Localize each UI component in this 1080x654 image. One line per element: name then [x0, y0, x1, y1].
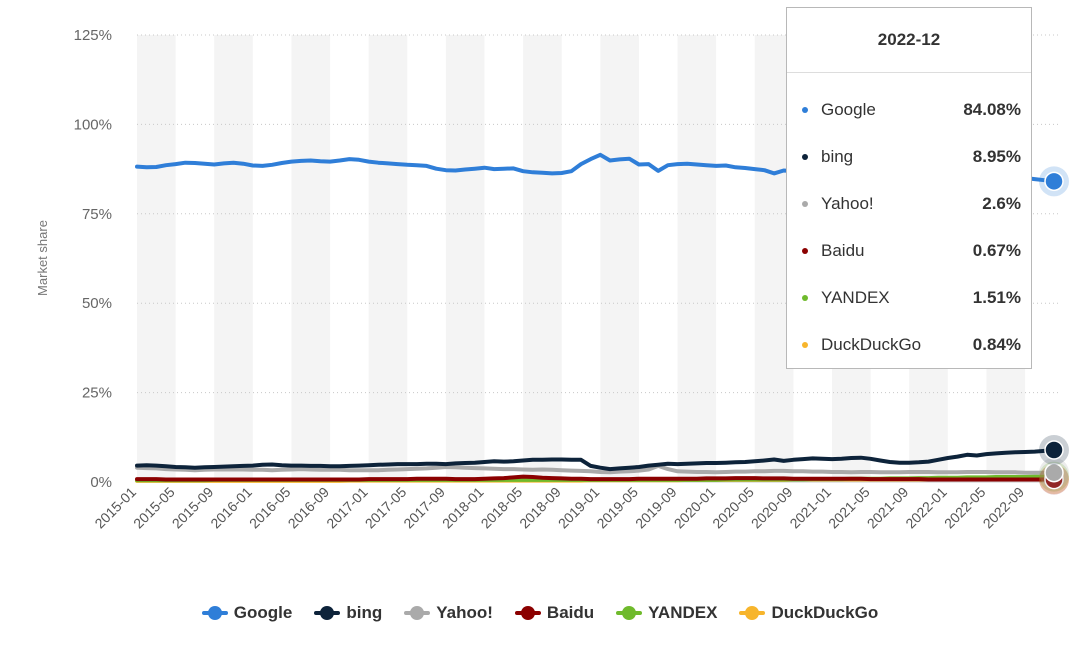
x-tick-label: 2016-05 — [246, 484, 294, 532]
y-axis-ticks: 0% 25% 50% 75% 100% 125% — [74, 27, 112, 491]
x-tick-label: 2015-05 — [130, 484, 178, 532]
x-tick-label: 2018-01 — [439, 484, 487, 532]
y-tick-label: 125% — [74, 27, 112, 44]
tooltip-series-value: 0.84% — [972, 335, 1021, 354]
tooltip-series-name: YANDEX — [821, 288, 890, 307]
tooltip: 2022-12 Google 84.08% bing 8.95% Yahoo! 2.6% B… — [786, 7, 1032, 369]
x-tick-label: 2021-09 — [864, 484, 912, 532]
tooltip-series-name: Google — [821, 100, 876, 119]
plot-band — [291, 35, 331, 482]
tooltip-series-value: 2.6% — [982, 194, 1021, 213]
tooltip-dot-icon — [802, 248, 808, 254]
tooltip-series-name: Yahoo! — [821, 194, 874, 213]
x-tick-label: 2022-09 — [980, 484, 1028, 532]
plot-band — [445, 35, 485, 482]
legend-label: DuckDuckGo — [771, 603, 879, 622]
x-tick-label: 2017-09 — [400, 484, 448, 532]
x-tick-label: 2022-05 — [941, 484, 989, 532]
legend-label: YANDEX — [648, 603, 718, 622]
x-tick-label: 2019-05 — [593, 484, 641, 532]
legend-item-yahoo[interactable]: Yahoo! — [404, 603, 493, 623]
tooltip-row: YANDEX 1.51% — [787, 286, 1033, 310]
legend-item-yandex[interactable]: YANDEX — [616, 603, 717, 623]
y-tick-label: 25% — [82, 385, 112, 402]
tooltip-row: DuckDuckGo 0.84% — [787, 333, 1033, 357]
tooltip-dot-icon — [802, 295, 808, 301]
tooltip-title: 2022-12 — [787, 8, 1031, 73]
tooltip-series-value: 84.08% — [963, 100, 1021, 119]
legend-item-bing[interactable]: bing — [314, 603, 382, 623]
legend-label: Google — [233, 603, 293, 622]
y-tick-label: 0% — [90, 474, 112, 491]
legend-item-baidu[interactable]: Baidu — [514, 603, 595, 623]
plot-band — [137, 35, 176, 482]
plot-band — [523, 35, 562, 482]
x-tick-label: 2021-01 — [786, 484, 834, 532]
plot-band — [214, 35, 253, 482]
x-tick-label: 2020-05 — [709, 484, 757, 532]
tooltip-row: bing 8.95% — [787, 145, 1033, 169]
series-line-yahoo[interactable] — [135, 463, 1056, 475]
tooltip-dot-icon — [802, 342, 808, 348]
legend-label: Baidu — [546, 603, 595, 622]
plot-bands — [137, 35, 1026, 482]
legend-line-marker-icon — [404, 606, 431, 620]
tooltip-row: Google 84.08% — [787, 98, 1033, 122]
x-tick-label: 2015-09 — [169, 484, 217, 532]
x-tick-label: 2018-09 — [516, 484, 564, 532]
x-tick-label: 2017-01 — [323, 484, 371, 532]
plot-band — [368, 35, 408, 482]
tooltip-series-value: 1.51% — [972, 288, 1021, 307]
x-axis-ticks: 2015-012015-052015-092016-012016-052016-… — [91, 484, 1027, 532]
series-marker-google[interactable] — [1044, 171, 1064, 192]
legend-item-google[interactable]: Google — [201, 603, 293, 623]
y-tick-label: 50% — [82, 295, 112, 312]
x-tick-label: 2019-09 — [632, 484, 680, 532]
legend-line-marker-icon — [314, 606, 341, 620]
x-tick-label: 2019-01 — [555, 484, 603, 532]
legend-item-duckduckgo[interactable]: DuckDuckGo — [739, 603, 878, 623]
tooltip-series-value: 0.67% — [972, 241, 1021, 260]
tooltip-series-value: 8.95% — [972, 147, 1021, 166]
tooltip-series-name: DuckDuckGo — [821, 335, 922, 354]
legend-line-marker-icon — [616, 606, 643, 620]
tooltip-row: Baidu 0.67% — [787, 239, 1033, 263]
series-line-bing[interactable] — [135, 448, 1056, 472]
y-tick-label: 100% — [74, 116, 112, 133]
series-line-baidu[interactable] — [135, 474, 1056, 482]
legend: Google bing Yahoo! Baidu YANDEX DuckDuckGo — [0, 603, 1080, 623]
x-tick-label: 2022-01 — [902, 484, 950, 532]
x-tick-label: 2018-05 — [478, 484, 526, 532]
legend-label: bing — [346, 603, 383, 622]
legend-line-marker-icon — [514, 606, 541, 620]
series-end-markers — [1039, 166, 1069, 495]
tooltip-dot-icon — [802, 201, 808, 207]
plot-band — [600, 35, 639, 482]
tooltip-row: Yahoo! 2.6% — [787, 192, 1033, 216]
tooltip-dot-icon — [802, 107, 808, 113]
tooltip-series-name: Baidu — [821, 241, 865, 260]
series-marker-bing[interactable] — [1044, 440, 1064, 460]
x-tick-label: 2021-05 — [825, 484, 873, 532]
legend-label: Yahoo! — [436, 603, 493, 622]
series-marker-yahoo[interactable] — [1044, 462, 1064, 483]
y-tick-label: 75% — [82, 206, 112, 223]
x-tick-label: 2020-09 — [748, 484, 796, 532]
legend-line-marker-icon — [201, 606, 228, 620]
legend-line-marker-icon — [739, 606, 766, 620]
y-axis-label: Market share — [35, 220, 50, 296]
x-tick-label: 2020-01 — [671, 484, 719, 532]
x-tick-label: 2016-09 — [285, 484, 333, 532]
tooltip-dot-icon — [802, 154, 808, 160]
tooltip-series-name: bing — [821, 147, 854, 166]
x-tick-label: 2016-01 — [207, 484, 255, 532]
x-tick-label: 2017-05 — [362, 484, 410, 532]
plot-band — [677, 35, 717, 482]
